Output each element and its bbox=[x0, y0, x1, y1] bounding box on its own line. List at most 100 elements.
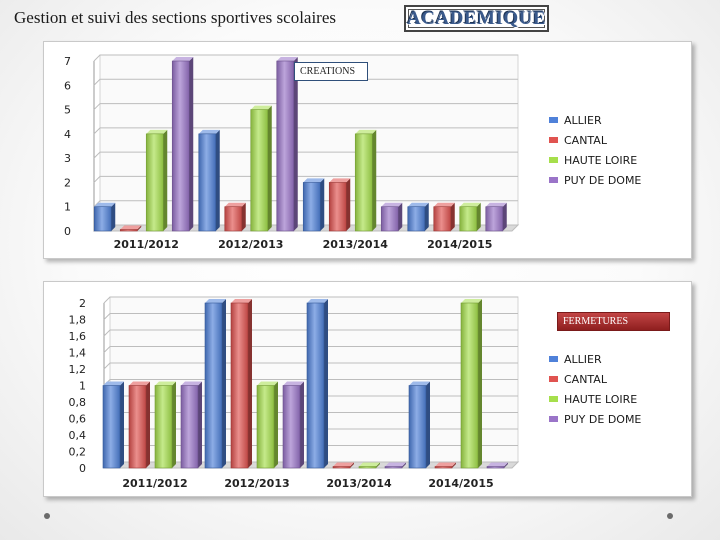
bar-cantal-2013-2014 bbox=[332, 462, 354, 469]
bar-top bbox=[385, 462, 406, 467]
bar-allier-2014-2015 bbox=[407, 202, 429, 232]
gridline bbox=[103, 313, 518, 320]
bar-top bbox=[461, 299, 482, 303]
legend-label-puy-de-dome: PUY DE DOME bbox=[564, 413, 641, 426]
bar-front bbox=[380, 206, 399, 232]
y-tick-label: 2 bbox=[79, 297, 86, 310]
bar-haute-loire-2012-2013 bbox=[250, 105, 272, 232]
bar-top bbox=[120, 225, 142, 230]
gridline bbox=[93, 103, 518, 110]
legend-swatch-allier bbox=[549, 356, 558, 362]
bar-top bbox=[307, 299, 328, 303]
x-category-label: 2012/2013 bbox=[218, 238, 283, 251]
y-tick-label: 0 bbox=[64, 225, 71, 238]
y-tick-label: 7 bbox=[64, 55, 71, 68]
bar-puy-de-dome-2013-2014 bbox=[380, 202, 403, 232]
y-tick-label: 0 bbox=[79, 462, 86, 475]
gridline bbox=[93, 200, 518, 208]
brand-logo-frame: ACADEMIQUE bbox=[407, 8, 546, 29]
bar-side bbox=[293, 57, 298, 231]
y-tick-label: 0,8 bbox=[69, 396, 87, 409]
bar-top bbox=[94, 202, 116, 207]
bar-side bbox=[215, 129, 220, 231]
legend-label-haute-loire: HAUTE LOIRE bbox=[564, 393, 637, 406]
bar-top bbox=[283, 381, 304, 386]
chart-panel-fermetures: 0 0,2 0,4 0,6 0,8 1 1,2 1,4 1,6 1,8 2 2011/2012 2012… bbox=[43, 281, 692, 497]
bar-top bbox=[459, 202, 481, 207]
bar-side bbox=[324, 299, 328, 468]
bar-side bbox=[120, 381, 124, 468]
y-tick-label: 0,4 bbox=[69, 429, 87, 442]
bar-front bbox=[224, 206, 243, 232]
bar-side bbox=[426, 381, 430, 468]
bar-allier-2012-2013 bbox=[198, 129, 220, 232]
x-category-label: 2011/2012 bbox=[114, 238, 179, 251]
bar-puy-de-dome-2012-2013 bbox=[282, 381, 304, 469]
bar-haute-loire-2011-2012 bbox=[145, 129, 168, 232]
gridline bbox=[93, 54, 518, 62]
bar-side bbox=[222, 299, 226, 468]
legend-swatch-cantal bbox=[549, 137, 558, 143]
gridline bbox=[103, 346, 518, 353]
bar-front bbox=[256, 385, 275, 469]
bar-side bbox=[320, 178, 325, 231]
bar-top bbox=[333, 462, 354, 467]
bar-front bbox=[250, 109, 269, 232]
bar-side bbox=[267, 105, 272, 231]
bar-top bbox=[198, 129, 220, 134]
bar-front bbox=[204, 302, 223, 469]
bar-allier-2013-2014 bbox=[306, 299, 328, 469]
bar-side bbox=[372, 129, 377, 231]
y-tick-label: 0,6 bbox=[69, 413, 87, 426]
bar-top bbox=[250, 105, 272, 110]
chart-tag-fermetures: FERMETURES bbox=[557, 312, 670, 331]
x-category-label: 2014/2015 bbox=[427, 238, 492, 251]
bar-puy-de-dome-2014-2015 bbox=[485, 202, 507, 232]
bar-top bbox=[224, 202, 246, 207]
legend-swatch-puy-de-dome bbox=[549, 416, 558, 422]
bar-side bbox=[346, 178, 351, 231]
x-category-label: 2013/2014 bbox=[323, 238, 389, 251]
bar-front bbox=[154, 385, 173, 469]
brand-logo-box: ACADEMIQUE bbox=[404, 5, 549, 32]
gridline bbox=[93, 127, 518, 135]
bar-side bbox=[478, 299, 482, 468]
y-tick-label: 6 bbox=[64, 79, 71, 92]
bar-cantal-2014-2015 bbox=[434, 462, 456, 469]
legend-swatch-puy-de-dome bbox=[549, 177, 558, 183]
bar-front bbox=[460, 302, 479, 469]
gridline bbox=[93, 175, 518, 183]
bar-top bbox=[181, 381, 202, 386]
bar-cantal-2011-2012 bbox=[128, 381, 150, 469]
bar-front bbox=[93, 206, 112, 232]
gridline bbox=[93, 78, 518, 86]
bar-side bbox=[248, 299, 252, 468]
bar-front bbox=[102, 385, 121, 469]
bar-side bbox=[146, 381, 150, 468]
y-tick-label: 4 bbox=[64, 128, 71, 141]
bar-side bbox=[450, 202, 455, 231]
bar-allier-2013-2014 bbox=[302, 178, 325, 232]
bar-front bbox=[485, 206, 504, 232]
bar-side bbox=[172, 381, 176, 468]
bar-cantal-2012-2013 bbox=[224, 202, 246, 232]
bar-top bbox=[146, 129, 168, 134]
bar-side bbox=[163, 129, 168, 231]
bar-front bbox=[198, 133, 217, 232]
bar-side bbox=[350, 462, 354, 468]
y-tick-label: 1 bbox=[79, 380, 86, 393]
bar-cantal-2014-2015 bbox=[433, 202, 455, 232]
bar-top bbox=[231, 299, 252, 303]
bar-side bbox=[241, 202, 246, 231]
y-tick-label: 1,6 bbox=[69, 330, 87, 343]
legend-label-allier: ALLIER bbox=[564, 114, 602, 127]
bar-side bbox=[502, 202, 507, 231]
bar-front bbox=[358, 466, 377, 469]
bar-puy-de-dome-2011-2012 bbox=[171, 57, 194, 232]
bar-side bbox=[452, 462, 456, 468]
bar-top bbox=[359, 462, 380, 467]
bar-front bbox=[407, 206, 426, 232]
bar-allier-2011-2012 bbox=[102, 381, 124, 469]
bar-front bbox=[306, 302, 325, 469]
bar-top bbox=[355, 129, 377, 134]
